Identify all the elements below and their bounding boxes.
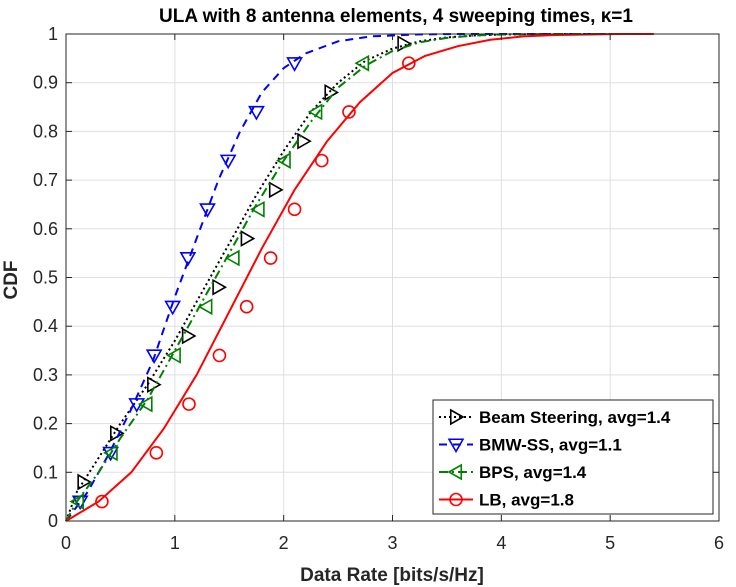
legend-label: BMW-SS, avg=1.1 xyxy=(479,436,622,455)
x-tick-label: 1 xyxy=(170,533,180,553)
data-point-marker xyxy=(181,327,197,345)
data-point-marker xyxy=(342,105,356,119)
chart-title: ULA with 8 antenna elements, 4 sweeping … xyxy=(159,6,633,27)
data-point-marker xyxy=(95,494,109,509)
legend-entry: Beam Steering, avg=1.4 xyxy=(439,408,671,427)
data-point-marker xyxy=(219,154,237,170)
series-line xyxy=(65,33,654,522)
data-point-marker xyxy=(149,446,164,460)
grid xyxy=(66,34,719,521)
data-point-marker xyxy=(164,300,182,316)
data-point-marker xyxy=(314,153,329,168)
legend: Beam Steering, avg=1.4 BMW-SS, avg=1.1 BPS… xyxy=(432,399,714,515)
y-tick-label: 0.7 xyxy=(33,170,58,190)
y-tick-label: 0.6 xyxy=(33,219,58,239)
data-point-marker xyxy=(137,395,153,413)
data-point-marker xyxy=(276,152,291,169)
data-point-marker xyxy=(287,202,302,217)
data-point-marker xyxy=(179,251,197,267)
legend-box xyxy=(432,399,714,515)
data-point-marker xyxy=(212,278,227,296)
legend-marker xyxy=(447,463,463,481)
data-point-marker xyxy=(199,203,216,218)
y-tick-label: 0 xyxy=(48,511,58,531)
legend-label: LB, avg=1.8 xyxy=(479,491,574,510)
x-tick-label: 5 xyxy=(605,533,615,553)
y-tick-label: 0.3 xyxy=(33,365,58,385)
legend-label: Beam Steering, avg=1.4 xyxy=(479,408,671,427)
data-point-marker xyxy=(263,251,278,265)
x-axis-label: Data Rate [bits/s/Hz] xyxy=(300,565,484,586)
series-line xyxy=(65,33,654,522)
data-point-marker xyxy=(182,397,196,411)
y-tick-label: 0.9 xyxy=(33,73,58,93)
legend-entry: LB, avg=1.8 xyxy=(439,491,574,510)
data-point-marker xyxy=(224,249,240,267)
y-tick-label: 0.1 xyxy=(33,462,58,482)
data-point-marker xyxy=(250,200,265,218)
data-point-marker xyxy=(166,347,181,364)
data-point-marker xyxy=(212,348,227,363)
legend-marker xyxy=(449,408,465,426)
data-point-marker xyxy=(239,299,254,314)
data-point-marker xyxy=(402,56,416,71)
data-point-marker xyxy=(145,349,163,365)
y-tick-label: 0.2 xyxy=(33,414,58,434)
data-point-marker xyxy=(268,181,284,199)
data-point-marker xyxy=(69,493,85,510)
y-tick-label: 0.8 xyxy=(33,121,58,141)
legend-marker xyxy=(447,438,465,454)
x-tick-label: 4 xyxy=(496,533,506,553)
series-2 xyxy=(65,33,654,522)
axis-ticks: 0 1 2 3 4 5 6 0 0.1 0.2 0.3 0.4 0.5 0.6 0.7 0.8 0.9 1 xyxy=(33,24,724,553)
legend-marker xyxy=(449,492,463,507)
x-tick-label: 2 xyxy=(279,533,289,553)
x-tick-label: 0 xyxy=(61,533,71,553)
data-point-marker xyxy=(240,230,256,247)
data-point-marker xyxy=(103,444,118,462)
x-tick-label: 6 xyxy=(714,533,724,553)
data-point-marker xyxy=(197,298,213,316)
legend-label: BPS, avg=1.4 xyxy=(479,463,587,482)
legend-entry: BMW-SS, avg=1.1 xyxy=(439,436,622,455)
data-point-marker xyxy=(248,105,265,121)
x-tick-label: 3 xyxy=(387,533,397,553)
y-tick-label: 0.5 xyxy=(33,268,58,288)
data-point-marker xyxy=(77,473,93,491)
data-point-marker xyxy=(354,54,370,72)
data-point-marker xyxy=(286,57,303,72)
y-axis-label: CDF xyxy=(1,260,22,299)
data-point-marker xyxy=(307,103,323,121)
y-tick-label: 1 xyxy=(48,24,58,44)
y-tick-label: 0.4 xyxy=(33,316,58,336)
series-3 xyxy=(65,33,654,522)
legend-entry: BPS, avg=1.4 xyxy=(439,463,587,482)
